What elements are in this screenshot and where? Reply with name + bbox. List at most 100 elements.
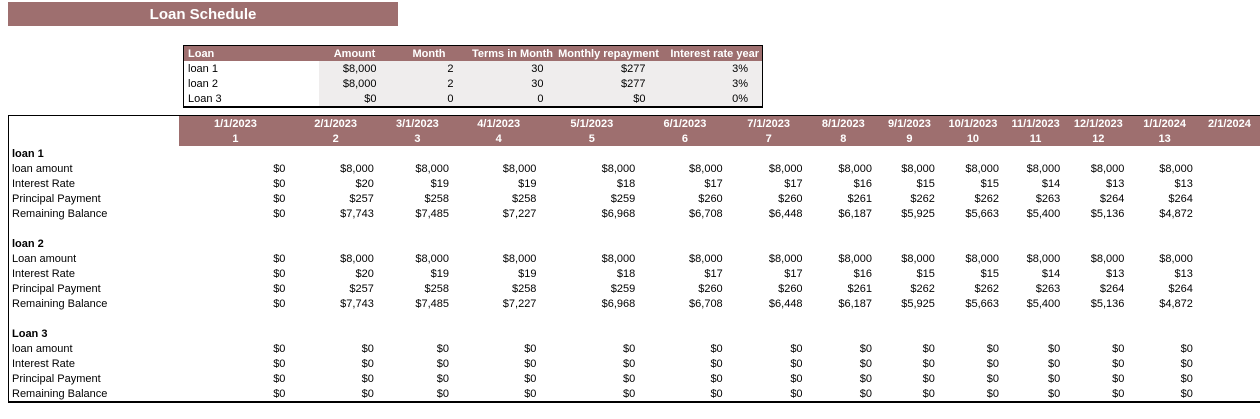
value-cell[interactable]: $260 <box>641 281 729 296</box>
value-cell[interactable]: $260 <box>728 281 809 296</box>
value-cell[interactable]: $8,000 <box>808 251 879 266</box>
value-cell[interactable]: $0 <box>291 356 380 371</box>
date-header-cell[interactable]: 3/1/2023 <box>379 115 455 131</box>
row-label[interactable]: Principal Payment <box>8 191 180 206</box>
value-cell[interactable]: $8,000 <box>454 251 543 266</box>
summary-header-cell[interactable]: Monthly repayment <box>557 45 660 61</box>
value-cell[interactable]: $0 <box>454 356 543 371</box>
value-cell[interactable]: $5,136 <box>1066 296 1131 311</box>
summary-cell-rate[interactable]: 0% <box>659 91 763 107</box>
value-cell[interactable]: $0 <box>542 371 642 386</box>
date-header-cell[interactable]: 1/1/2024 <box>1130 115 1199 131</box>
value-cell[interactable]: $4,872 <box>1130 206 1199 221</box>
value-cell[interactable]: $0 <box>179 266 292 281</box>
summary-cell-month[interactable]: 2 <box>390 61 468 76</box>
summary-cell-month[interactable]: 0 <box>390 91 468 107</box>
summary-cell-amount[interactable]: $8,000 <box>318 61 391 76</box>
summary-cell-repayment[interactable]: $277 <box>557 76 660 91</box>
date-header-cell[interactable]: 6/1/2023 <box>641 115 729 131</box>
date-header-cell[interactable]: 1/1/2023 <box>179 115 292 131</box>
value-cell[interactable]: $13 <box>1066 176 1131 191</box>
value-cell[interactable]: $0 <box>878 371 941 386</box>
value-cell[interactable]: $262 <box>878 281 941 296</box>
value-cell[interactable]: $0 <box>1066 371 1131 386</box>
value-cell[interactable]: $0 <box>179 191 292 206</box>
period-header-cell[interactable]: 7 <box>728 131 809 146</box>
value-cell[interactable] <box>1198 251 1260 266</box>
value-cell[interactable]: $0 <box>179 176 292 191</box>
value-cell[interactable]: $6,448 <box>728 296 809 311</box>
value-cell[interactable]: $15 <box>940 266 1005 281</box>
value-cell[interactable]: $0 <box>728 371 809 386</box>
value-cell[interactable]: $0 <box>878 356 941 371</box>
value-cell[interactable]: $7,743 <box>291 206 380 221</box>
value-cell[interactable]: $6,187 <box>808 206 879 221</box>
value-cell[interactable]: $0 <box>1066 356 1131 371</box>
date-header-cell[interactable]: 12/1/2023 <box>1066 115 1131 131</box>
value-cell[interactable]: $8,000 <box>291 251 380 266</box>
value-cell[interactable]: $19 <box>454 176 543 191</box>
summary-cell-terms[interactable]: 30 <box>467 76 558 91</box>
value-cell[interactable]: $257 <box>291 281 380 296</box>
value-cell[interactable]: $262 <box>940 191 1005 206</box>
value-cell[interactable]: $0 <box>728 356 809 371</box>
value-cell[interactable]: $263 <box>1005 281 1067 296</box>
value-cell[interactable]: $0 <box>641 386 729 402</box>
value-cell[interactable] <box>1198 191 1260 206</box>
value-cell[interactable]: $262 <box>878 191 941 206</box>
period-header-cell[interactable]: 5 <box>542 131 642 146</box>
value-cell[interactable]: $0 <box>808 341 879 356</box>
period-header-cell[interactable]: 13 <box>1130 131 1199 146</box>
value-cell[interactable]: $6,187 <box>808 296 879 311</box>
value-cell[interactable]: $258 <box>379 191 455 206</box>
value-cell[interactable]: $8,000 <box>641 161 729 176</box>
summary-cell-repayment[interactable]: $277 <box>557 61 660 76</box>
date-header-cell[interactable]: 8/1/2023 <box>808 115 879 131</box>
section-title[interactable]: loan 1 <box>8 146 1260 161</box>
value-cell[interactable]: $260 <box>641 191 729 206</box>
value-cell[interactable]: $17 <box>641 266 729 281</box>
value-cell[interactable]: $8,000 <box>379 251 455 266</box>
value-cell[interactable]: $264 <box>1066 281 1131 296</box>
value-cell[interactable]: $0 <box>542 386 642 402</box>
value-cell[interactable]: $8,000 <box>1130 251 1199 266</box>
summary-cell-loan[interactable]: loan 2 <box>183 76 319 91</box>
summary-cell-repayment[interactable]: $0 <box>557 91 660 107</box>
row-label[interactable]: Remaining Balance <box>8 386 180 402</box>
value-cell[interactable]: $0 <box>179 161 292 176</box>
value-cell[interactable] <box>1198 371 1260 386</box>
period-header-cell[interactable]: 10 <box>940 131 1005 146</box>
period-header-cell[interactable]: 4 <box>454 131 543 146</box>
value-cell[interactable]: $7,485 <box>379 296 455 311</box>
value-cell[interactable]: $0 <box>379 341 455 356</box>
value-cell[interactable]: $0 <box>542 341 642 356</box>
row-label[interactable]: loan amount <box>8 341 180 356</box>
row-label[interactable]: Remaining Balance <box>8 296 180 311</box>
date-header-cell[interactable]: 5/1/2023 <box>542 115 642 131</box>
value-cell[interactable]: $8,000 <box>878 161 941 176</box>
value-cell[interactable]: $8,000 <box>641 251 729 266</box>
value-cell[interactable] <box>1198 296 1260 311</box>
value-cell[interactable]: $18 <box>542 266 642 281</box>
value-cell[interactable]: $0 <box>1005 371 1067 386</box>
value-cell[interactable]: $8,000 <box>878 251 941 266</box>
value-cell[interactable] <box>1198 161 1260 176</box>
summary-cell-terms[interactable]: 0 <box>467 91 558 107</box>
value-cell[interactable]: $0 <box>641 356 729 371</box>
value-cell[interactable]: $0 <box>940 386 1005 402</box>
value-cell[interactable]: $264 <box>1066 191 1131 206</box>
value-cell[interactable]: $6,968 <box>542 296 642 311</box>
value-cell[interactable] <box>1198 386 1260 402</box>
date-header-cell[interactable]: 4/1/2023 <box>454 115 543 131</box>
value-cell[interactable]: $19 <box>454 266 543 281</box>
row-label[interactable]: loan amount <box>8 161 180 176</box>
value-cell[interactable]: $8,000 <box>1066 251 1131 266</box>
value-cell[interactable]: $8,000 <box>1066 161 1131 176</box>
value-cell[interactable]: $8,000 <box>542 251 642 266</box>
value-cell[interactable]: $14 <box>1005 266 1067 281</box>
value-cell[interactable]: $5,663 <box>940 296 1005 311</box>
value-cell[interactable] <box>1198 206 1260 221</box>
value-cell[interactable]: $20 <box>291 266 380 281</box>
summary-cell-rate[interactable]: 3% <box>659 76 763 91</box>
date-header-cell[interactable]: 2/1/2024 <box>1198 115 1260 131</box>
